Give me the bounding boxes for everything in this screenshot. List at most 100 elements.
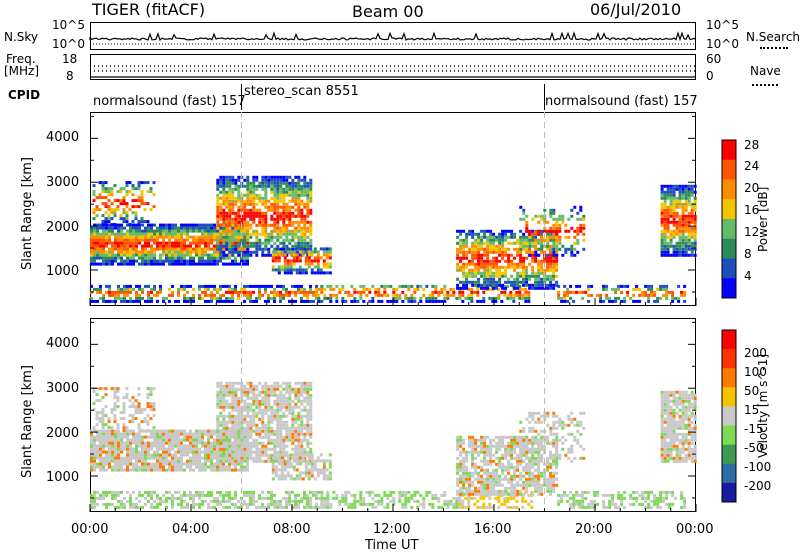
echo-cell <box>313 247 317 251</box>
echo-cell <box>207 293 210 297</box>
echo-cell <box>183 244 186 248</box>
echo-cell <box>297 184 301 188</box>
echo-cell <box>576 229 580 233</box>
echo-cell <box>132 235 135 239</box>
echo-cell <box>102 256 105 260</box>
echo-cell <box>117 490 120 494</box>
echo-cell <box>114 241 117 245</box>
echo-cell <box>117 296 120 300</box>
echo-cell <box>137 393 141 397</box>
echo-cell <box>525 271 529 275</box>
echo-cell <box>126 284 129 288</box>
echo-cell <box>237 220 241 224</box>
echo-cell <box>480 271 484 275</box>
echo-cell <box>90 429 93 433</box>
echo-cell <box>276 444 280 448</box>
echo-cell <box>252 202 256 206</box>
echo-cell <box>240 453 244 457</box>
echo-cell <box>456 247 460 251</box>
echo-cell <box>307 253 311 257</box>
echo-cell <box>413 296 417 300</box>
echo-cell <box>480 274 484 278</box>
echo-cell <box>471 274 475 278</box>
echo-cell <box>141 453 144 457</box>
echo-cell <box>570 247 574 251</box>
echo-cell <box>286 465 290 469</box>
echo-cell <box>171 499 174 503</box>
echo-cell <box>492 283 496 287</box>
echo-cell <box>258 184 262 188</box>
echo-cell <box>267 402 271 406</box>
echo-cell <box>693 235 697 239</box>
echo-cell <box>99 284 102 288</box>
echo-cell <box>477 238 481 242</box>
echo-cell <box>681 241 685 245</box>
echo-cell <box>285 432 289 436</box>
echo-cell <box>519 235 523 239</box>
echo-cell <box>452 290 456 294</box>
echo-cell <box>162 259 165 263</box>
echo-cell <box>162 238 165 242</box>
echo-cell <box>122 423 126 427</box>
echo-cell <box>271 465 275 469</box>
echo-cell <box>273 202 277 206</box>
echo-cell <box>273 438 277 442</box>
echo-cell <box>216 468 219 472</box>
echo-cell <box>590 293 594 297</box>
echo-cell <box>126 435 129 439</box>
echo-cell <box>177 502 180 506</box>
echo-cell <box>498 232 502 236</box>
echo-cell <box>225 393 229 397</box>
echo-cell <box>119 202 123 206</box>
echo-cell <box>237 402 241 406</box>
echo-cell <box>119 187 123 191</box>
echo-cell <box>180 447 183 451</box>
echo-cell <box>201 444 204 448</box>
echo-cell <box>684 223 688 227</box>
echo-cell <box>234 226 238 230</box>
echo-cell <box>231 178 235 182</box>
echo-cell <box>282 284 285 288</box>
echo-cell <box>225 244 229 248</box>
echo-cell <box>428 299 432 303</box>
echo-cell <box>555 250 559 254</box>
echo-cell <box>240 405 244 409</box>
echo-cell <box>273 235 277 239</box>
echo-cell <box>693 229 697 233</box>
echo-cell <box>353 296 357 300</box>
echo-cell <box>270 390 274 394</box>
echo-cell <box>452 293 456 297</box>
echo-cell <box>261 293 264 297</box>
echo-cell <box>156 444 159 448</box>
echo-cell <box>198 441 201 445</box>
echo-cell <box>183 256 186 260</box>
echo-cell <box>291 184 295 188</box>
echo-cell <box>222 387 226 391</box>
echo-cell <box>135 253 138 257</box>
echo-cell <box>123 287 126 291</box>
echo-cell <box>561 217 565 221</box>
echo-cell <box>663 226 667 230</box>
echo-cell <box>150 296 153 300</box>
echo-cell <box>134 214 138 218</box>
echo-cell <box>219 453 223 457</box>
echo-cell <box>255 193 259 197</box>
echo-cell <box>267 438 271 442</box>
echo-cell <box>617 287 621 291</box>
echo-cell <box>177 444 180 448</box>
echo-cell <box>240 465 243 469</box>
echo-cell <box>129 235 132 239</box>
echo-cell <box>392 293 396 297</box>
echo-cell <box>434 287 438 291</box>
echo-cell <box>522 283 526 287</box>
echo-cell <box>186 493 189 497</box>
echo-cell <box>264 429 268 433</box>
echo-cell <box>288 217 292 221</box>
echo-cell <box>234 232 238 236</box>
echo-cell <box>675 250 679 254</box>
echo-cell <box>135 456 138 460</box>
echo-cell <box>660 220 664 224</box>
echo-cell <box>108 441 111 445</box>
echo-cell <box>313 259 317 263</box>
echo-cell <box>198 238 201 242</box>
